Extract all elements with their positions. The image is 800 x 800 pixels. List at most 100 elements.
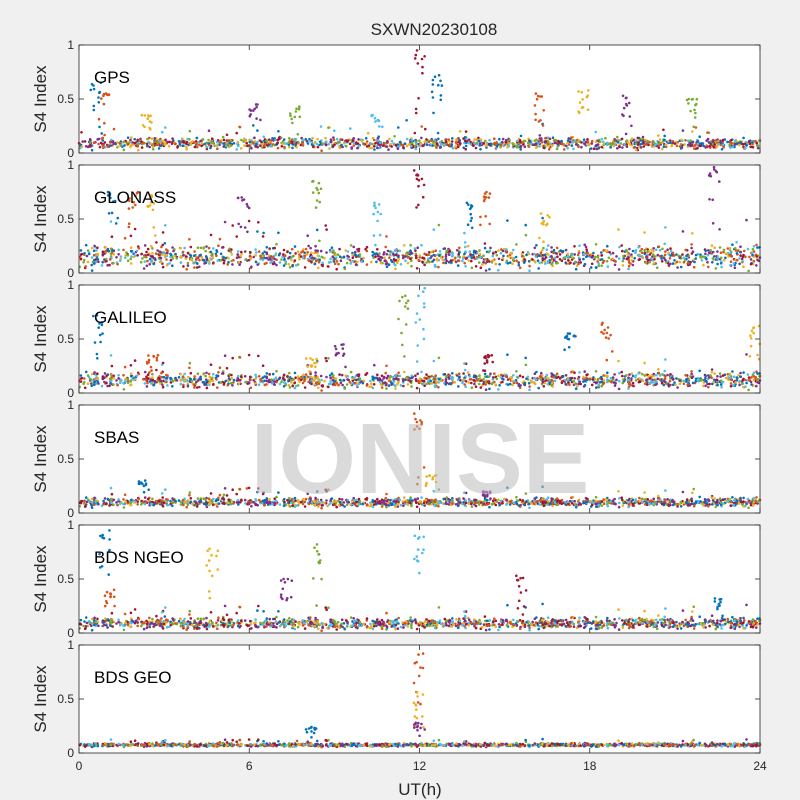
data-point — [182, 140, 185, 144]
y-axis-label: S4 Index — [31, 305, 50, 373]
data-point — [119, 378, 123, 382]
data-point — [691, 232, 694, 235]
data-point — [178, 142, 182, 146]
spike-point — [417, 203, 420, 207]
data-point — [507, 255, 511, 258]
data-point — [509, 376, 513, 379]
data-point — [239, 378, 242, 382]
data-point — [186, 251, 190, 255]
data-point — [385, 145, 389, 148]
data-point — [474, 385, 478, 389]
data-point — [386, 249, 390, 253]
data-point — [91, 372, 94, 376]
data-point — [389, 258, 393, 262]
data-point — [721, 374, 725, 377]
data-point — [348, 381, 352, 384]
data-point — [254, 142, 258, 146]
data-point — [249, 386, 253, 390]
data-point — [719, 375, 722, 378]
data-point — [744, 255, 747, 258]
spike-point — [437, 73, 441, 77]
data-point — [745, 381, 748, 385]
data-point — [692, 125, 695, 129]
data-point — [327, 357, 330, 360]
data-point — [654, 373, 658, 377]
data-point — [343, 267, 347, 271]
data-point — [629, 383, 632, 387]
data-point — [439, 145, 443, 149]
data-point — [573, 377, 576, 380]
data-point — [450, 144, 453, 148]
data-point — [654, 378, 657, 382]
data-point — [357, 138, 360, 141]
data-point — [554, 138, 558, 142]
data-point — [346, 257, 350, 261]
data-point — [404, 259, 407, 263]
spike-point — [371, 113, 374, 117]
data-point — [607, 379, 611, 383]
data-point — [729, 384, 733, 388]
data-point — [306, 234, 310, 237]
data-point — [188, 129, 192, 133]
spike-point — [490, 354, 494, 357]
data-point — [728, 372, 732, 376]
data-point — [129, 383, 133, 387]
data-point — [398, 374, 402, 378]
data-point — [116, 141, 119, 144]
data-point — [596, 378, 600, 382]
data-point — [750, 376, 753, 379]
spike-point — [374, 243, 377, 247]
data-point — [230, 248, 233, 251]
data-point — [159, 144, 163, 147]
data-point — [684, 139, 687, 142]
data-point — [104, 249, 108, 253]
data-point — [756, 372, 759, 375]
data-point — [671, 251, 675, 255]
data-point — [262, 144, 266, 148]
data-point — [663, 377, 667, 381]
data-point — [635, 146, 639, 150]
data-point — [479, 386, 483, 389]
data-point — [574, 382, 577, 385]
spike-point — [103, 133, 106, 137]
spike-point — [621, 113, 624, 116]
data-point — [698, 369, 701, 373]
data-point — [185, 268, 188, 271]
data-point — [466, 244, 470, 248]
data-point — [79, 249, 83, 252]
data-point — [273, 257, 276, 261]
data-point — [275, 369, 278, 373]
data-point — [577, 375, 581, 379]
spike-point — [236, 196, 240, 200]
data-point — [124, 256, 127, 260]
spike-point — [416, 173, 419, 176]
spike-point — [127, 225, 131, 229]
spike-point — [337, 351, 340, 355]
data-point — [320, 389, 323, 392]
spike-point — [484, 215, 488, 218]
data-point — [205, 145, 209, 149]
data-point — [430, 250, 433, 254]
data-point — [558, 258, 562, 261]
data-point — [566, 252, 570, 256]
data-point — [545, 248, 549, 251]
data-point — [507, 141, 511, 145]
data-point — [488, 260, 491, 263]
data-point — [478, 374, 481, 377]
data-point — [575, 385, 579, 388]
data-point — [247, 353, 251, 357]
spike-point — [340, 343, 343, 347]
data-point — [572, 379, 575, 383]
data-point — [370, 146, 374, 150]
data-point — [288, 376, 292, 379]
data-point — [282, 384, 286, 388]
data-point — [417, 381, 421, 384]
data-point — [307, 244, 310, 248]
data-point — [477, 136, 480, 140]
data-point — [501, 380, 504, 384]
data-point — [356, 382, 359, 386]
spike-point — [318, 200, 322, 204]
data-point — [607, 256, 611, 260]
data-point — [108, 258, 112, 261]
data-point — [83, 386, 87, 390]
